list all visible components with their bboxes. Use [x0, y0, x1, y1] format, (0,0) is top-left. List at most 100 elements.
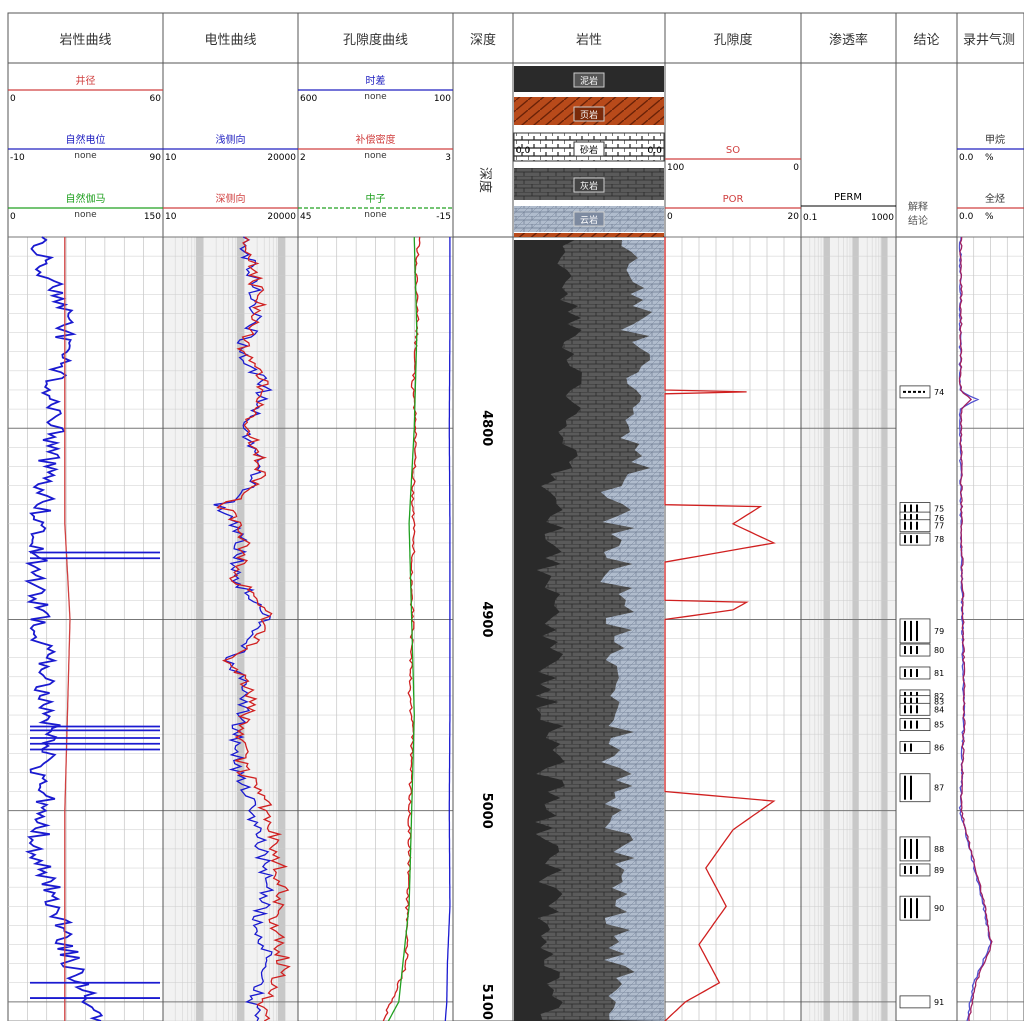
t6-curve-name-1: POR — [723, 194, 744, 205]
layer-number-75: 75 — [934, 505, 944, 514]
t1-scale-left-0: 0 — [10, 94, 16, 104]
depth-tick-4900: 4900 — [479, 601, 494, 637]
layer-number-83: 83 — [934, 698, 944, 707]
legend-dolomite-label: 云岩 — [580, 214, 598, 226]
t6-scale-right-0: 0 — [793, 163, 799, 173]
t3-scale-left-0: 600 — [300, 94, 317, 104]
layer-box-80 — [899, 643, 931, 657]
t3-curve-name-2: 中子 — [366, 192, 386, 205]
curve-自然电位 — [24, 236, 104, 1021]
header-title-4: 深度 — [470, 32, 496, 48]
t3-scale-unit-1: none — [364, 151, 387, 161]
curve-时差 — [444, 237, 451, 1021]
perm-scale-left: 0.1 — [803, 213, 817, 223]
curve-深侧向 — [216, 236, 291, 1021]
header-title-2: 电性曲线 — [204, 33, 256, 48]
layer-number-77: 77 — [934, 522, 944, 531]
depth-tick-5000: 5000 — [479, 793, 494, 829]
layer-number-76: 76 — [934, 514, 944, 523]
t3-scale-left-1: 2 — [300, 153, 306, 163]
t3-scale-unit-0: none — [364, 92, 387, 102]
legend-dolomite-tag — [573, 211, 605, 227]
gas-scale-left-0: 0.0 — [959, 153, 974, 163]
t1-scale-unit-2: none — [74, 210, 97, 220]
layer-number-84: 84 — [934, 705, 944, 714]
perm-track-bg — [801, 237, 896, 1021]
gas-scale-left-1: 0.0 — [959, 212, 974, 222]
legend-mudstone-label: 泥岩 — [580, 75, 598, 87]
conclusion-header-label-2: 结论 — [908, 214, 928, 227]
layer-box-78 — [899, 532, 931, 546]
legend-shale-label: 页岩 — [580, 109, 598, 121]
t6-scale-right-1: 20 — [788, 212, 800, 222]
header-title-1: 岩性曲线 — [59, 33, 111, 48]
layer-number-82: 82 — [934, 692, 944, 701]
legend-sandstone-left-value: 0.0 — [516, 146, 531, 156]
legend-sandstone-tag — [573, 141, 605, 157]
layer-number-91: 91 — [934, 998, 944, 1007]
layer-box-91 — [899, 995, 931, 1009]
resistivity-track-bg — [163, 237, 298, 1021]
t3-scale-left-2: 45 — [300, 212, 311, 222]
header-title-9: 录井气测 — [963, 32, 1015, 48]
header-title-5: 岩性 — [576, 33, 602, 48]
layer-number-81: 81 — [934, 669, 944, 678]
gas-curve-name-0: 甲烷 — [985, 133, 1005, 146]
gas-scale-unit-1: % — [985, 212, 994, 222]
t6-scale-left-1: 0 — [667, 212, 673, 222]
header-row: 岩性曲线 电性曲线 孔隙度曲线 深度 岩性 孔隙度 渗透率 结论 录井气测 — [59, 13, 1024, 63]
header-title-3: 孔隙度曲线 — [343, 32, 408, 48]
layer-number-85: 85 — [934, 721, 944, 730]
legend-sandstone-right-value: 0.0 — [648, 146, 663, 156]
t6-scale-left-0: 100 — [667, 163, 684, 173]
t1-curve-name-1: 自然电位 — [66, 133, 106, 146]
t1-curve-name-2: 自然伽马 — [66, 192, 106, 205]
curve-补偿密度 — [382, 236, 421, 1021]
lithology-legend: 泥岩 页岩 砂岩 0.0 0.0 灰岩 云岩 — [513, 66, 665, 237]
curve-浅侧向 — [213, 236, 275, 1021]
t2-scale-left-1: 10 — [165, 153, 177, 163]
t1-scale-right-1: 90 — [150, 153, 162, 163]
perm-curve-name: PERM — [834, 192, 862, 203]
layer-box-85 — [899, 718, 931, 732]
perm-scale-right: 1000 — [871, 213, 894, 223]
header-title-7: 渗透率 — [829, 32, 868, 48]
t3-curve-name-0: 时差 — [366, 74, 386, 87]
t1-scale-right-2: 150 — [144, 212, 161, 222]
layer-number-80: 80 — [934, 646, 944, 655]
t3-scale-right-0: 100 — [434, 94, 451, 104]
t3-scale-unit-2: none — [364, 210, 387, 220]
layer-box-77 — [899, 519, 931, 533]
legend-limestone-label: 灰岩 — [580, 180, 598, 192]
legend-limestone-tag — [573, 177, 605, 193]
curve-中子 — [387, 237, 418, 1021]
lithology-column — [514, 240, 664, 1021]
layer-number-74: 74 — [934, 388, 944, 397]
curve-全烃 — [958, 236, 993, 1021]
curve-井径 — [64, 237, 71, 1021]
layer-box-86 — [899, 741, 931, 754]
layer-number-87: 87 — [934, 784, 944, 793]
header-title-6: 孔隙度 — [713, 32, 752, 48]
t2-scale-right-2: 20000 — [267, 212, 296, 222]
legend-base-strip — [514, 233, 664, 237]
curve-layer — [24, 236, 993, 1021]
layer-number-89: 89 — [934, 866, 944, 875]
t3-curve-name-1: 补偿密度 — [356, 133, 396, 146]
t3-scale-right-2: -15 — [436, 212, 451, 222]
header-band — [7, 12, 1024, 64]
t2-curve-name-1: 浅侧向 — [216, 133, 246, 146]
t2-scale-left-2: 10 — [165, 212, 177, 222]
t2-curve-name-2: 深侧向 — [216, 192, 246, 205]
conclusion-header-label-1: 解释 — [908, 200, 928, 213]
layer-box-84 — [899, 702, 931, 716]
legend-shale-tag — [573, 106, 605, 122]
depth-tick-5100: 5100 — [479, 984, 494, 1020]
t1-scale-left-2: 0 — [10, 212, 16, 222]
depth-axis: 4800 4900 5000 5100 — [479, 410, 494, 1020]
t3-scale-right-1: 3 — [445, 153, 451, 163]
layer-number-90: 90 — [934, 904, 944, 913]
t1-curve-name-0: 井径 — [76, 74, 96, 87]
